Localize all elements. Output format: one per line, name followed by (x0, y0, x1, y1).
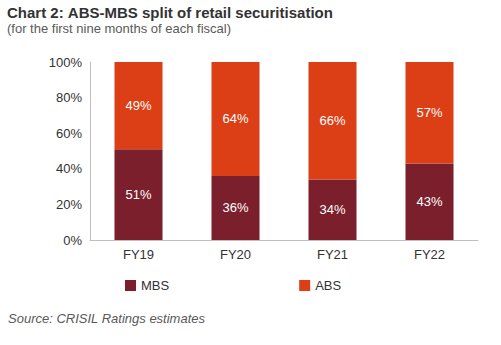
svg-text:43%: 43% (416, 194, 442, 209)
svg-text:36%: 36% (222, 200, 248, 215)
svg-text:100%: 100% (49, 55, 83, 70)
svg-text:34%: 34% (319, 202, 345, 217)
svg-text:64%: 64% (222, 111, 248, 126)
svg-text:FY21: FY21 (317, 247, 348, 262)
svg-text:80%: 80% (56, 90, 82, 105)
svg-text:ABS-MBS split of retail securi: ABS-MBS split of retail securitisation (68, 4, 333, 21)
svg-text:ABS: ABS (315, 278, 341, 293)
svg-text:FY20: FY20 (220, 247, 251, 262)
svg-text:51%: 51% (125, 187, 151, 202)
svg-text:20%: 20% (56, 197, 82, 212)
svg-text:FY22: FY22 (414, 247, 445, 262)
svg-text:0%: 0% (63, 233, 82, 248)
svg-text:Source: CRISIL Ratings estimat: Source: CRISIL Ratings estimates (8, 311, 206, 326)
svg-text:40%: 40% (56, 161, 82, 176)
svg-text:49%: 49% (125, 98, 151, 113)
svg-text:60%: 60% (56, 126, 82, 141)
svg-text:(for the first nine months of: (for the first nine months of each fisca… (7, 21, 231, 36)
svg-text:Chart 2:: Chart 2: (7, 4, 68, 21)
svg-text:FY19: FY19 (123, 247, 154, 262)
svg-text:57%: 57% (416, 105, 442, 120)
svg-text:MBS: MBS (141, 278, 170, 293)
svg-text:66%: 66% (319, 113, 345, 128)
